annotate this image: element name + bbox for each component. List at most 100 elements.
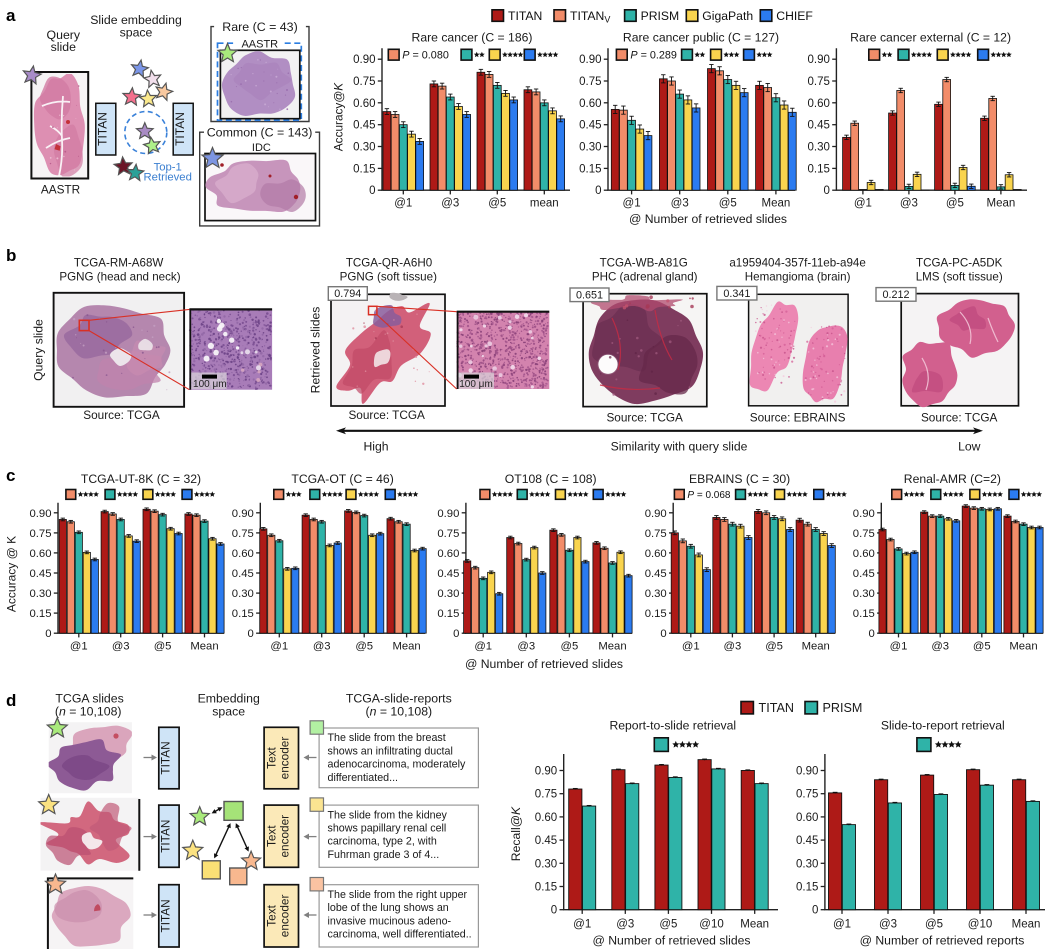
svg-text:AASTR: AASTR xyxy=(41,183,80,197)
svg-text:0.30: 0.30 xyxy=(353,142,375,154)
svg-text:@3: @3 xyxy=(441,198,459,210)
svg-text:0.60: 0.60 xyxy=(853,548,875,560)
svg-text:@5: @5 xyxy=(973,641,991,653)
svg-text:0.15: 0.15 xyxy=(579,163,601,175)
svg-text:TITAN: TITAN xyxy=(173,112,187,146)
svg-text:Text: Text xyxy=(264,904,278,926)
svg-text:AASTR: AASTR xyxy=(241,39,278,51)
svg-text:0.90: 0.90 xyxy=(353,54,375,66)
svg-text:TCGA-PC-A5DK: TCGA-PC-A5DK xyxy=(916,257,1003,270)
svg-text:@5: @5 xyxy=(925,919,943,931)
svg-text:@1: @1 xyxy=(833,919,851,931)
svg-text:Mean: Mean xyxy=(762,198,791,210)
svg-text:0.75: 0.75 xyxy=(579,76,601,88)
svg-text:PRISM: PRISM xyxy=(823,701,863,715)
svg-text:shows papillary renal cell: shows papillary renal cell xyxy=(328,823,447,835)
svg-text:b: b xyxy=(6,246,16,265)
svg-text:@10: @10 xyxy=(699,919,723,931)
svg-text:0.60: 0.60 xyxy=(808,98,830,110)
svg-text:@1: @1 xyxy=(623,198,641,210)
svg-text:space: space xyxy=(212,705,245,719)
svg-text:@1: @1 xyxy=(890,641,908,653)
svg-text:Rare cancer external (C = 12): Rare cancer external (C = 12) xyxy=(850,31,1011,45)
svg-text:adenocarcinoma, moderately: adenocarcinoma, moderately xyxy=(328,759,466,771)
svg-text:@1: @1 xyxy=(854,198,872,210)
svg-text:TITAN: TITAN xyxy=(159,899,173,932)
svg-text:Mean: Mean xyxy=(598,641,626,653)
svg-text:mean: mean xyxy=(530,198,559,210)
svg-text:Source: TCGA: Source: TCGA xyxy=(606,411,683,425)
svg-text:PGNG (soft tissue): PGNG (soft tissue) xyxy=(340,270,437,283)
svg-text:encoder: encoder xyxy=(278,815,292,858)
svg-text:lobe of the lung shows an: lobe of the lung shows an xyxy=(328,902,449,914)
svg-text:0: 0 xyxy=(812,905,818,917)
svg-text:@3: @3 xyxy=(616,919,634,931)
svg-text:carcinoma, type 2, with: carcinoma, type 2, with xyxy=(328,836,437,848)
svg-text:Recall@K: Recall@K xyxy=(509,806,523,861)
svg-text:Rare cancer (C = 186): Rare cancer (C = 186) xyxy=(412,31,533,45)
svg-text:The slide from the breast: The slide from the breast xyxy=(328,732,446,744)
svg-text:0: 0 xyxy=(453,628,459,640)
svg-text:Report-to-slide retrieval: Report-to-slide retrieval xyxy=(609,718,736,732)
svg-text:@5: @5 xyxy=(355,641,373,653)
svg-text:@1: @1 xyxy=(573,919,591,931)
svg-text:0.60: 0.60 xyxy=(232,548,254,560)
svg-text:a: a xyxy=(6,6,16,25)
svg-text:0.15: 0.15 xyxy=(30,608,52,620)
svg-text:The slide from the kidney: The slide from the kidney xyxy=(328,809,448,821)
svg-text:space: space xyxy=(120,26,153,40)
svg-text:Rare (C = 43): Rare (C = 43) xyxy=(222,20,297,34)
svg-text:0.60: 0.60 xyxy=(353,98,375,110)
svg-text:a1959404-357f-11eb-a94e: a1959404-357f-11eb-a94e xyxy=(729,257,865,270)
svg-text:0.60: 0.60 xyxy=(579,98,601,110)
svg-text:0.45: 0.45 xyxy=(30,568,52,580)
svg-text:0.75: 0.75 xyxy=(437,528,459,540)
svg-text:Text: Text xyxy=(264,825,278,847)
svg-text:0.30: 0.30 xyxy=(535,858,557,870)
svg-text:100 μm: 100 μm xyxy=(193,379,227,390)
svg-text:0.90: 0.90 xyxy=(232,508,254,520)
svg-text:0.45: 0.45 xyxy=(808,120,830,132)
svg-text:0.45: 0.45 xyxy=(579,120,601,132)
svg-text:@3: @3 xyxy=(517,641,535,653)
svg-text:TCGA-slide-reports: TCGA-slide-reports xyxy=(346,692,452,706)
svg-text:0.75: 0.75 xyxy=(853,528,875,540)
svg-text:Low: Low xyxy=(958,439,981,453)
svg-text:0.794: 0.794 xyxy=(334,288,361,300)
svg-text:0.30: 0.30 xyxy=(30,588,52,600)
svg-text:0.15: 0.15 xyxy=(437,608,459,620)
svg-text:0.75: 0.75 xyxy=(30,528,52,540)
svg-text:Source: TCGA: Source: TCGA xyxy=(921,411,998,425)
svg-text:0.212: 0.212 xyxy=(882,289,909,301)
svg-text:0: 0 xyxy=(248,628,254,640)
svg-text:P = 0.068: P = 0.068 xyxy=(687,490,731,501)
svg-text:differentiated...: differentiated... xyxy=(328,772,399,784)
svg-text:Embedding: Embedding xyxy=(198,692,260,706)
svg-text:0.15: 0.15 xyxy=(645,608,667,620)
svg-text:Similarity with query slide: Similarity with query slide xyxy=(611,439,748,453)
svg-text:shows an infiltrating ductal: shows an infiltrating ductal xyxy=(328,745,453,757)
svg-text:0: 0 xyxy=(660,628,666,640)
svg-text:TITAN: TITAN xyxy=(759,701,794,715)
svg-text:Rare cancer public (C = 127): Rare cancer public (C = 127) xyxy=(623,31,779,45)
svg-text:@1: @1 xyxy=(394,198,412,210)
svg-text:Accuracy @ K: Accuracy @ K xyxy=(5,536,19,612)
svg-text:@5: @5 xyxy=(561,641,579,653)
svg-text:0.30: 0.30 xyxy=(437,588,459,600)
svg-text:0.45: 0.45 xyxy=(853,568,875,580)
svg-text:IDC: IDC xyxy=(252,142,271,154)
svg-text:0.75: 0.75 xyxy=(232,528,254,540)
svg-text:0.15: 0.15 xyxy=(808,163,830,175)
svg-text:@1: @1 xyxy=(682,641,700,653)
svg-text:0.15: 0.15 xyxy=(535,882,557,894)
svg-text:P = 0.289: P = 0.289 xyxy=(630,50,677,62)
svg-text:0.45: 0.45 xyxy=(353,120,375,132)
svg-text:0.60: 0.60 xyxy=(796,812,818,824)
svg-text:100 μm: 100 μm xyxy=(459,379,493,390)
svg-text:@10: @10 xyxy=(968,919,992,931)
svg-text:The slide from the right upper: The slide from the right upper xyxy=(328,889,468,901)
svg-text:Common (C = 143): Common (C = 143) xyxy=(207,126,313,140)
svg-text:@ Number of retrieved slides: @ Number of retrieved slides xyxy=(629,212,787,226)
svg-text:@3: @3 xyxy=(671,198,689,210)
svg-text:@3: @3 xyxy=(900,198,918,210)
